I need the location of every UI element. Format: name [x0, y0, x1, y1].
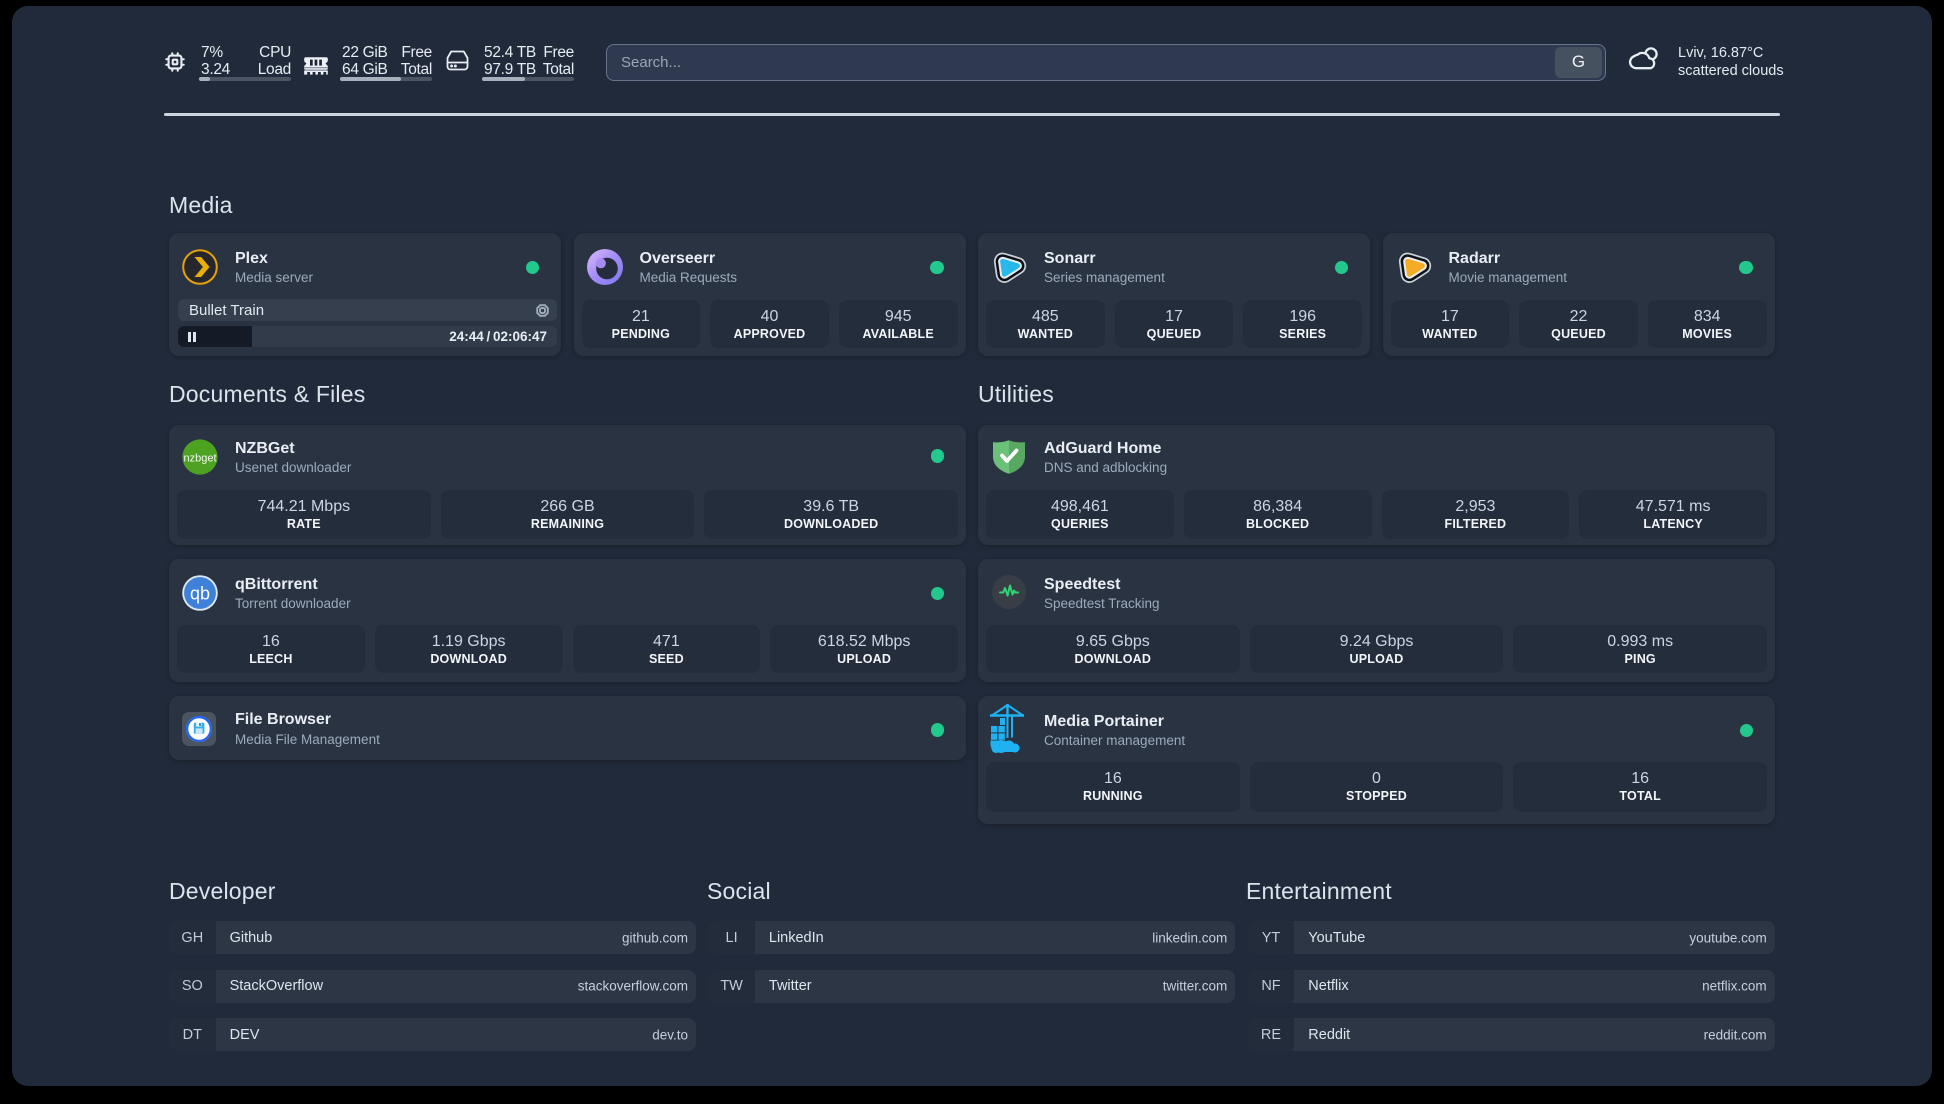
- svg-text:nzbget: nzbget: [183, 453, 216, 465]
- svg-text:qb: qb: [190, 584, 210, 604]
